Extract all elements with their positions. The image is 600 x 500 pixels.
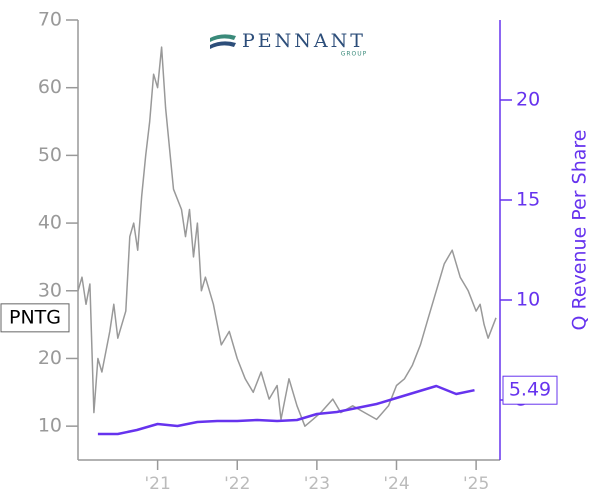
series-line [77, 46, 497, 427]
y-tick-label: 50 [38, 144, 62, 166]
x-tick-label: '22 [224, 474, 250, 494]
logo-swoosh [210, 34, 236, 42]
y-tick-label: 60 [38, 76, 62, 98]
y-tick-label: 30 [38, 279, 62, 301]
y-tick-label: 70 [38, 9, 62, 31]
logo-mark [210, 34, 236, 49]
logo-name: PENNANT [242, 30, 366, 52]
x-tick-label: '24 [383, 474, 409, 494]
value-label-box [502, 375, 558, 405]
logo-swoosh [210, 41, 236, 49]
x-tick-label: '25 [463, 474, 489, 494]
y2-axis-label: Q Revenue Per Share [569, 130, 591, 331]
y-tick-label: 10 [38, 415, 62, 437]
series-name-label: PNTG [9, 306, 61, 328]
y2-tick-label: 10 [516, 289, 540, 311]
series-name-box [0, 303, 70, 333]
y-tick-label: 40 [38, 212, 62, 234]
x-tick-label: '21 [144, 474, 170, 494]
x-tick-label: '23 [304, 474, 330, 494]
logo-sub: GROUP [341, 51, 368, 58]
y2-tick-label: 15 [516, 189, 540, 211]
value-label: 5.49 [509, 379, 551, 401]
y-tick-label: 20 [38, 347, 62, 369]
series-line [97, 384, 475, 436]
y2-tick-label: 20 [516, 89, 540, 111]
